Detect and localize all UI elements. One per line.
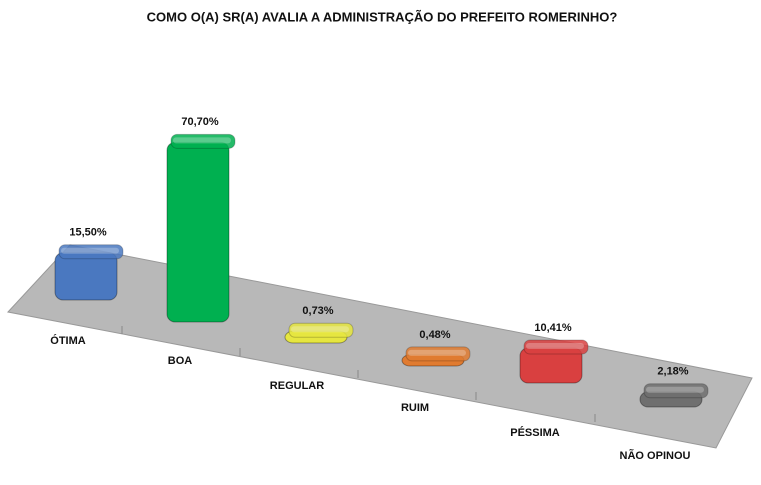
bar-shine: [61, 247, 119, 254]
value-label: 15,50%: [69, 227, 107, 239]
bar: [401, 346, 471, 367]
bar: [639, 383, 709, 408]
bar-top: [523, 339, 589, 355]
bar: [166, 133, 236, 323]
chart-title: COMO O(A) SR(A) AVALIA A ADMINISTRAÇÃO D…: [147, 9, 618, 24]
bar-top: [58, 244, 124, 260]
x-tick-label: PÉSSIMA: [510, 426, 560, 439]
bar: [54, 244, 124, 301]
x-tick-label: NÃO OPINOU: [620, 449, 691, 462]
category-ticks: [121, 326, 596, 422]
x-tick-label: ÓTIMA: [50, 334, 85, 347]
bar-top: [288, 322, 354, 338]
x-tick-label: RUIM: [401, 402, 429, 414]
bar: [519, 339, 589, 384]
value-label: 70,70%: [181, 116, 219, 128]
bar-top: [643, 383, 709, 399]
bar: [284, 322, 354, 344]
bar-shine: [173, 137, 231, 144]
value-label: 10,41%: [534, 322, 572, 334]
value-label: 2,18%: [657, 366, 688, 378]
bar-shine: [646, 386, 704, 393]
bar-front: [54, 252, 118, 301]
bar-shine: [526, 343, 584, 350]
value-label: 0,73%: [302, 305, 333, 317]
bar-shine: [291, 326, 349, 333]
floor: [7, 244, 753, 449]
x-tick-label: BOA: [168, 355, 193, 367]
bar-top: [405, 346, 471, 362]
value-label: 0,48%: [419, 329, 450, 341]
bar-top: [170, 133, 236, 149]
x-tick-label: REGULAR: [270, 380, 324, 392]
bar-front: [166, 141, 230, 323]
bar-shine: [408, 349, 466, 356]
